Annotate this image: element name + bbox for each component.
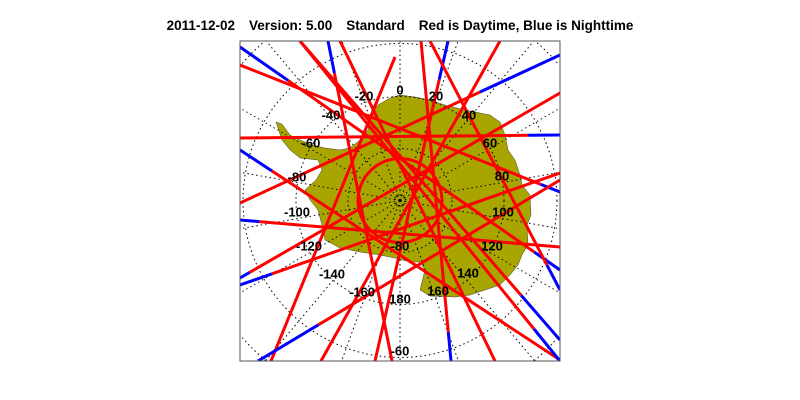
longitude-line — [240, 202, 396, 294]
longitude-line — [404, 200, 560, 230]
nighttime-track-segment — [240, 45, 289, 82]
longitude-label: 20 — [429, 88, 443, 103]
nighttime-track-segment — [533, 250, 560, 272]
longitude-label: 140 — [457, 265, 479, 280]
latitude-circle — [347, 148, 453, 253]
longitude-label: 80 — [495, 168, 509, 183]
daytime-track-segment — [259, 220, 560, 249]
nighttime-track-segment — [326, 41, 336, 74]
daytime-track-segment — [338, 41, 497, 361]
title-mode: Standard — [346, 18, 405, 33]
latitude-label: -80 — [391, 238, 410, 253]
nighttime-track-segment — [479, 53, 560, 94]
nighttime-track-segment — [540, 182, 560, 194]
daytime-track-segment — [428, 41, 549, 266]
latitude-circle — [394, 195, 406, 206]
longitude-line — [404, 171, 560, 201]
longitude-label: -20 — [355, 88, 374, 103]
daytime-track-segment — [373, 79, 441, 361]
longitude-label: 160 — [427, 283, 449, 298]
map-frame — [239, 40, 561, 362]
longitude-label: 100 — [492, 204, 514, 219]
nighttime-track-segment — [446, 332, 453, 361]
daytime-track-envelope — [356, 157, 444, 244]
nighttime-track-segment — [240, 272, 273, 287]
longitude-label: -60 — [302, 135, 321, 150]
longitude-label: 120 — [481, 238, 503, 253]
longitude-label: 0 — [396, 82, 403, 97]
daytime-track-segment — [287, 79, 536, 254]
daytime-track-segment — [271, 171, 560, 276]
longitude-line — [240, 107, 396, 199]
nighttime-track-segment — [240, 148, 273, 173]
nighttime-track-segment — [532, 328, 560, 361]
longitude-line — [404, 202, 560, 294]
longitude-label: -120 — [296, 238, 322, 253]
south-pole-marker — [398, 198, 402, 203]
daytime-track-segment — [317, 178, 560, 327]
nighttime-track-segment — [545, 264, 560, 291]
nighttime-track-segment — [519, 294, 560, 341]
nighttime-track-segment — [240, 271, 251, 280]
daytime-track-segment — [298, 41, 536, 330]
daytime-track-segment — [240, 90, 481, 205]
daytime-track-segment — [240, 63, 542, 186]
longitude-label: 60 — [483, 135, 497, 150]
nighttime-track-segment — [240, 218, 260, 224]
nighttime-track-segment — [437, 41, 450, 80]
title-date: 2011-12-02 — [166, 18, 235, 33]
longitude-label: -160 — [349, 284, 375, 299]
longitude-label: 180 — [389, 291, 411, 306]
daytime-track-segment — [269, 56, 397, 361]
longitude-line — [401, 205, 459, 361]
plot-title: 2011-12-02 Version: 5.00 Standard Red is Da… — [0, 18, 800, 33]
longitude-label: -40 — [322, 107, 341, 122]
title-version: Version: 5.00 — [248, 18, 333, 33]
daytime-track-segment — [248, 91, 560, 274]
longitude-line — [404, 107, 560, 199]
longitude-label: -140 — [319, 266, 345, 281]
latitude-label: -60 — [391, 343, 410, 358]
daytime-track-segment — [298, 41, 523, 297]
title-legend: Red is Daytime, Blue is Nighttime — [418, 18, 634, 33]
longitude-label: -80 — [288, 169, 307, 184]
longitude-line — [240, 200, 396, 230]
nighttime-track-segment — [257, 323, 320, 361]
longitude-label: -100 — [284, 204, 310, 219]
orbit-tracks — [240, 41, 560, 361]
longitude-label: 40 — [462, 107, 476, 122]
longitude-line — [240, 171, 396, 201]
